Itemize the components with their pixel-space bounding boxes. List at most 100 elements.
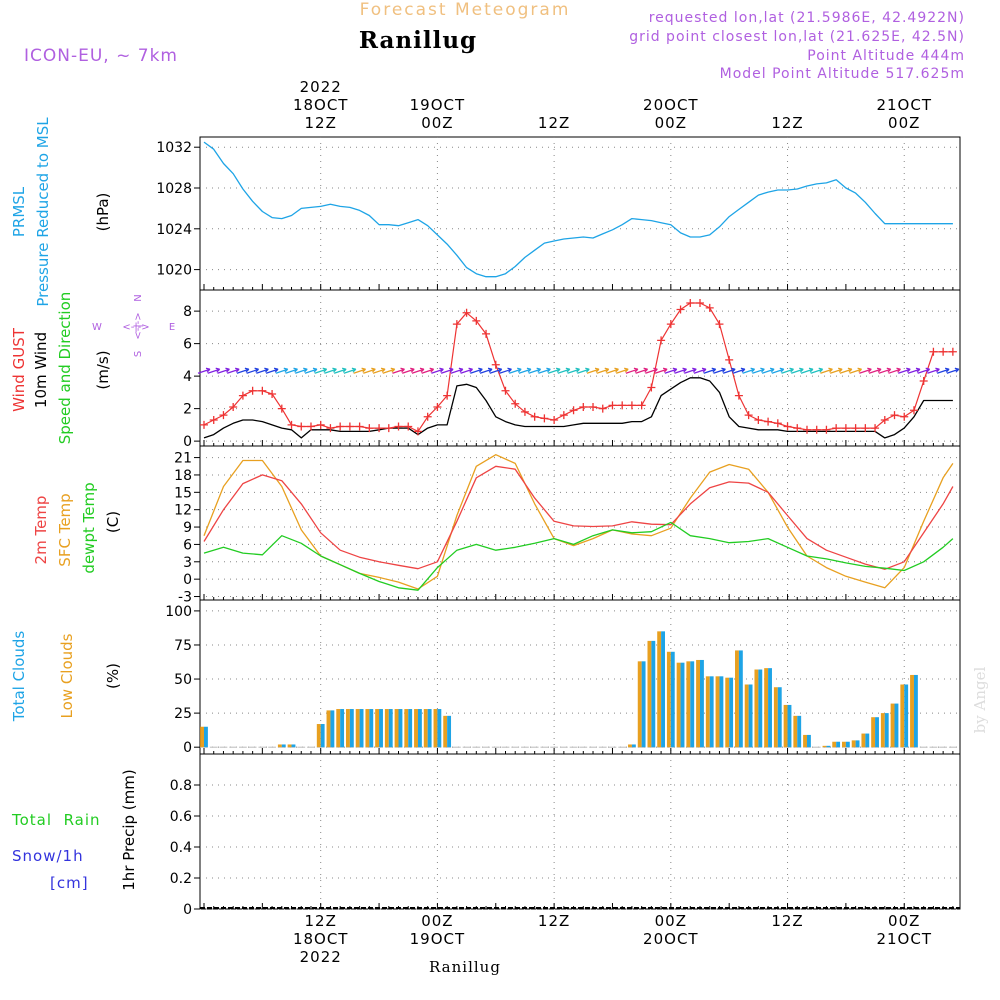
ytick-label-clouds: 0	[183, 740, 192, 756]
wind-direction-arrow	[460, 367, 474, 374]
gust-marker	[297, 422, 306, 431]
low-cloud-bar	[832, 741, 837, 748]
bottom-time-label: 12Z	[305, 912, 337, 930]
ytick-label-wind: 4	[183, 369, 192, 385]
gust-marker	[423, 412, 432, 421]
wind-direction-arrow	[917, 367, 931, 374]
label-low-clouds: Low Clouds	[58, 633, 76, 718]
panel-precip: 0 0.2 0.4 0.6 0.8	[170, 753, 961, 918]
bottom-time-label: 2022	[300, 948, 342, 966]
wind-direction-arrow	[256, 367, 269, 374]
gust-marker	[627, 401, 636, 410]
ytick-label-pressure: 1024	[156, 222, 192, 238]
wind-direction-arrow	[839, 367, 853, 374]
low-cloud-bar	[423, 709, 428, 748]
low-cloud-bar	[647, 640, 652, 748]
wind-direction-arrow	[829, 367, 843, 374]
low-cloud-bar	[686, 661, 691, 748]
ytick-label-temperature: 3	[183, 555, 192, 571]
total-cloud-bar	[670, 651, 675, 748]
low-cloud-bar	[345, 709, 350, 748]
total-cloud-bar	[291, 744, 296, 748]
gust-marker	[676, 305, 685, 314]
gust-marker	[345, 422, 354, 431]
low-cloud-bar	[910, 674, 914, 748]
total-cloud-bar	[359, 709, 364, 748]
wind-direction-arrow	[693, 367, 707, 374]
low-cloud-bar	[384, 709, 389, 748]
low-cloud-bar	[880, 713, 885, 748]
grid-coords: grid point closest lon,lat (21.625E, 42.…	[629, 29, 965, 45]
wind-direction-arrow	[440, 367, 454, 374]
gust-marker	[725, 355, 734, 364]
wind-direction-arrow	[324, 367, 337, 374]
label-prmsl: PRMSL	[10, 186, 28, 237]
total-cloud-bar	[875, 717, 879, 748]
wind-direction-arrow	[732, 367, 746, 374]
gust-marker	[229, 403, 238, 411]
gust-marker	[589, 403, 598, 411]
wind-direction-arrow	[285, 367, 298, 374]
total-cloud-bar	[661, 631, 665, 748]
label-hpa: (hPa)	[94, 193, 112, 232]
total-cloud-bar	[447, 715, 452, 748]
ytick-label-temperature: 15	[174, 485, 192, 501]
low-cloud-bar	[715, 676, 720, 748]
wind-direction-arrow	[528, 367, 542, 374]
gust-marker	[540, 414, 549, 423]
gust-marker	[569, 406, 578, 415]
low-cloud-bar	[316, 724, 321, 748]
gust-marker	[793, 424, 802, 433]
gust-marker	[802, 425, 811, 434]
total-cloud-bar	[865, 733, 870, 748]
wind-direction-arrow	[761, 367, 775, 374]
gust-marker	[832, 424, 841, 433]
ytick-label-wind: 8	[183, 304, 192, 320]
gust-marker	[472, 316, 481, 325]
wind-direction-arrow	[314, 367, 328, 374]
ytick-label-temperature: 12	[174, 503, 192, 519]
wind-direction-arrow	[742, 367, 756, 374]
chart-title: Forecast Meteogram	[360, 0, 571, 20]
wind-direction-arrow	[888, 367, 901, 374]
total-cloud-bar	[680, 662, 685, 748]
ytick-label-temperature: 0	[183, 572, 192, 588]
wind-direction-arrow	[606, 367, 619, 374]
wind-direction-arrow	[859, 367, 872, 374]
ytick-label-precip: 0.8	[170, 778, 192, 794]
ytick-label-pressure: 1032	[156, 140, 192, 156]
gust-marker	[734, 391, 743, 400]
total-cloud-bar	[836, 741, 841, 748]
wind-direction-arrow	[586, 367, 600, 374]
gust-marker	[336, 422, 345, 431]
gust-marker	[433, 403, 442, 411]
label-percent: (%)	[104, 663, 122, 689]
gust-marker	[413, 427, 422, 436]
total-cloud-bar	[787, 704, 792, 748]
requested-coords: requested lon,lat (21.5986E, 42.4922N)	[649, 10, 965, 26]
wind-direction-arrow	[713, 367, 726, 374]
low-cloud-bar	[754, 669, 759, 748]
wind-direction-arrow	[635, 367, 649, 374]
panel-frame-pressure	[199, 136, 961, 291]
gust-marker	[501, 386, 510, 395]
top-time-label: 18OCT	[293, 96, 349, 114]
point-altitude: Point Altitude 444m	[807, 48, 965, 64]
wind-direction-arrow	[538, 367, 551, 374]
total-cloud-bar	[204, 726, 208, 748]
wind-direction-arrow	[800, 367, 814, 374]
low-cloud-bar	[822, 745, 827, 748]
bottom-time-label: 19OCT	[410, 930, 466, 948]
total-cloud-bar	[398, 709, 403, 748]
bottom-time-label: 00Z	[888, 912, 920, 930]
gust-marker	[696, 299, 705, 307]
gust-marker	[861, 424, 870, 433]
ytick-label-temperature: 6	[183, 537, 192, 553]
station-name: Ranillug	[359, 27, 477, 54]
wind-direction-arrow	[499, 367, 512, 374]
total-cloud-bar	[826, 745, 831, 748]
low-cloud-bar	[744, 684, 749, 748]
bottom-time-label: 00Z	[655, 912, 687, 930]
low-cloud-bar	[725, 677, 730, 748]
